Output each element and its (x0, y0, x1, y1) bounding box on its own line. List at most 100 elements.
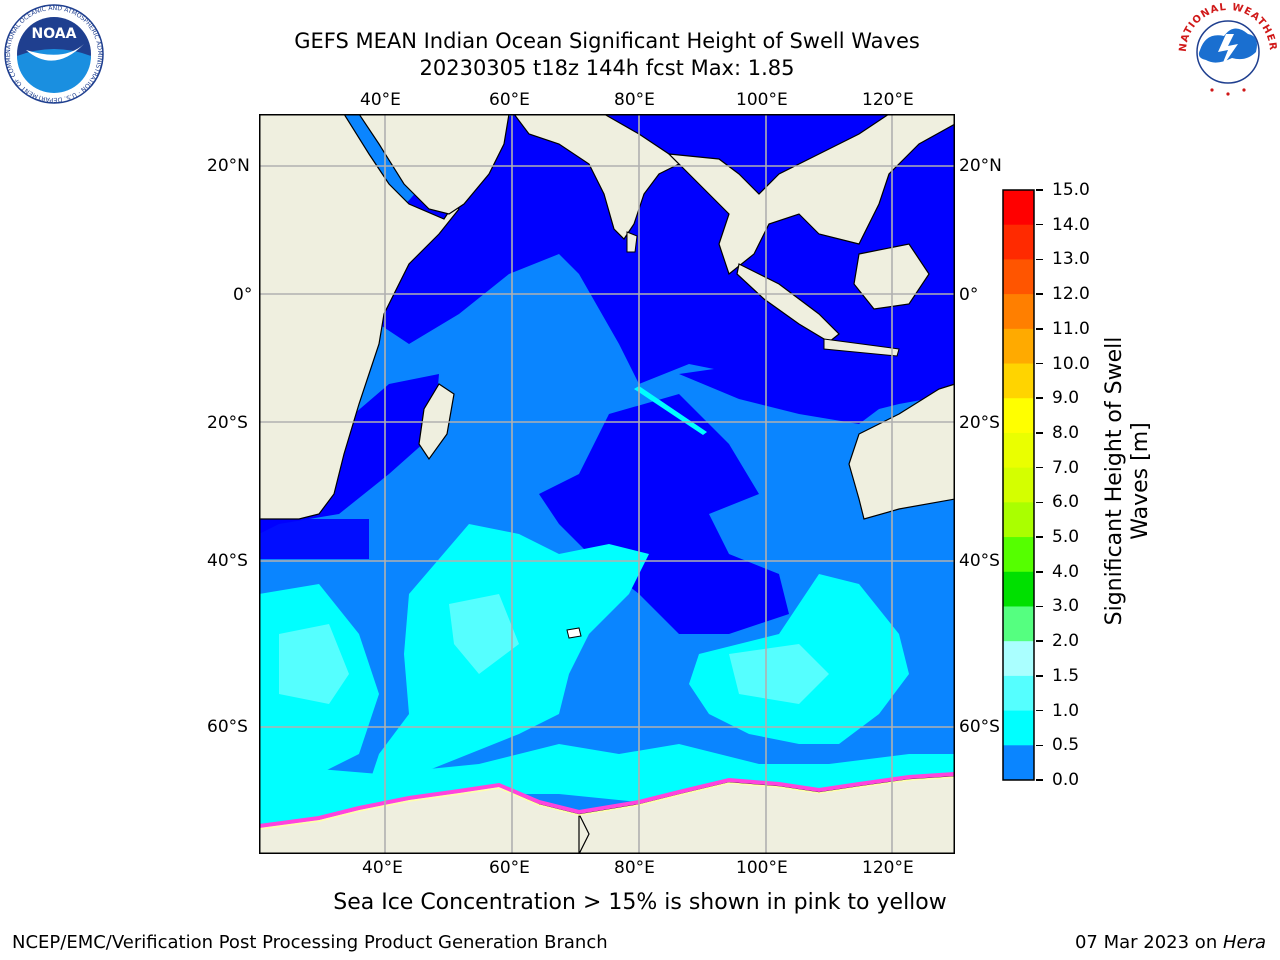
lat-tick-left-0: 0° (233, 285, 253, 305)
colorbar-swatch (1003, 294, 1034, 330)
colorbar-swatch (1003, 502, 1034, 538)
pale-swell-patch-east (729, 644, 829, 704)
colorbar-tick-label: 12.0 (1052, 284, 1090, 305)
colorbar-tick-label: 3.0 (1052, 596, 1080, 617)
colorbar-tick-mark (1036, 397, 1043, 399)
colorbar-swatch (1003, 224, 1034, 260)
colorbar-label-line2: Waves [m] (1128, 422, 1153, 540)
lon-tick-bottom-100e: 100°E (736, 858, 788, 878)
colorbar-tick-label: 7.0 (1052, 457, 1080, 478)
land-java (823, 338, 900, 357)
footer-date-text: 07 Mar 2023 on (1074, 932, 1223, 953)
colorbar-swatch (1003, 571, 1034, 607)
lon-tick-top-100e: 100°E (736, 90, 788, 110)
colorbar-tick-mark (1036, 675, 1043, 677)
colorbar-tick-label: 4.0 (1052, 561, 1080, 582)
land-southeast-asia (667, 114, 954, 276)
colorbar-tick-mark (1036, 328, 1043, 330)
nws-logo: NATIONAL WEATHER SERVICE (1176, 0, 1277, 99)
map-frame (259, 114, 955, 854)
land-sri-lanka (626, 231, 638, 253)
deep-swell-region-central (539, 394, 789, 634)
colorbar-swatch (1003, 259, 1034, 295)
colorbar-tick-label: 11.0 (1052, 318, 1090, 339)
colorbar-tick-label: 0.0 (1052, 770, 1080, 790)
colorbar-tick-mark (1036, 744, 1043, 747)
sea-ice-note: Sea Ice Concentration > 15% is shown in … (333, 890, 947, 915)
colorbar-swatch (1003, 328, 1034, 365)
swell-height-map (259, 114, 955, 854)
noaa-logo: NATIONAL OCEANIC AND ATMOSPHERIC ADMINIS… (4, 4, 104, 104)
lon-tick-top-40e: 40°E (360, 90, 401, 110)
colorbar-tick-mark (1036, 501, 1043, 504)
pale-swell-patch-west (279, 624, 349, 704)
lon-tick-top-60e: 60°E (489, 90, 530, 110)
footer-host: Hera (1222, 932, 1266, 953)
lat-tick-left-20s: 20°S (207, 413, 248, 433)
footer-date: 07 Mar 2023 on Hera (1075, 932, 1266, 954)
sea-ice-edge-highlight (259, 776, 954, 830)
colorbar-swatch (1003, 745, 1034, 781)
pale-swell-patch-central (449, 594, 519, 674)
colorbar-tick-mark (1036, 640, 1043, 642)
lon-tick-top-80e: 80°E (614, 90, 655, 110)
colorbar-tick-label: 5.0 (1052, 527, 1080, 548)
colorbar-swatch (1003, 606, 1034, 642)
colorbar-tick-label: 13.0 (1052, 249, 1090, 270)
colorbar-tick-label: 1.0 (1052, 700, 1080, 721)
colorbar-tick-mark (1036, 432, 1043, 434)
colorbar-swatch (1003, 398, 1034, 434)
colorbar-tick-mark (1036, 223, 1043, 226)
colorbar-tick-mark (1036, 362, 1043, 365)
lon-tick-bottom-120e: 120°E (862, 858, 914, 878)
colorbar-tick-mark (1036, 466, 1043, 469)
land-arabian-peninsula (358, 114, 510, 215)
colorbar-tick-label: 9.0 (1052, 388, 1080, 409)
colorbar-tick-label: 0.5 (1052, 735, 1080, 756)
colorbar (1002, 189, 1035, 781)
colorbar-tick-label: 6.0 (1052, 492, 1080, 513)
colorbar-tick-mark (1036, 258, 1043, 261)
colorbar-swatch (1003, 537, 1034, 573)
light-swell-region-far-south (259, 744, 954, 824)
colorbar-swatch (1003, 190, 1034, 226)
lat-tick-right-60s: 60°S (959, 717, 1000, 737)
colorbar-tick-mark (1036, 571, 1043, 573)
colorbar-swatch (1003, 641, 1034, 677)
colorbar-tick-label: 1.5 (1052, 665, 1080, 686)
lat-tick-right-20s: 20°S (959, 413, 1000, 433)
land-africa-arabia (259, 114, 460, 520)
noaa-logo-text: NOAA (32, 26, 77, 42)
colorbar-tick-label: 2.0 (1052, 631, 1080, 652)
colorbar-swatch (1003, 363, 1034, 399)
colorbar-tick-mark (1036, 779, 1043, 781)
chart-subtitle: 20230305 t18z 144h fcst Max: 1.85 (419, 56, 795, 80)
light-swell-region-south-central (369, 524, 649, 784)
colorbar-swatch (1003, 467, 1034, 503)
lat-tick-right-20n: 20°N (959, 156, 1002, 176)
land-australia (848, 383, 954, 520)
colorbar-tick-label: 8.0 (1052, 422, 1080, 443)
colorbar-swatch (1003, 710, 1034, 746)
deep-swell-region-east (679, 354, 899, 424)
lat-tick-right-40s: 40°S (959, 551, 1000, 571)
lat-tick-left-60s: 60°S (207, 717, 248, 737)
colorbar-swatch (1003, 432, 1034, 469)
footer-credit: NCEP/EMC/Verification Post Processing Pr… (12, 932, 608, 953)
colorbar-tick-mark (1036, 709, 1043, 712)
lon-tick-bottom-60e: 60°E (489, 858, 530, 878)
colorbar-tick-mark (1036, 189, 1043, 191)
colorbar-tick-mark (1036, 536, 1043, 538)
chart-title: GEFS MEAN Indian Ocean Significant Heigh… (294, 29, 920, 53)
land-kerguelen (566, 627, 582, 639)
colorbar-tick-mark (1036, 605, 1043, 608)
colorbar-swatch (1003, 675, 1034, 712)
colorbar-tick-label: 15.0 (1052, 180, 1090, 200)
land-india (513, 114, 681, 240)
colorbar-label-line1: Significant Height of Swell (1102, 336, 1127, 626)
lon-tick-bottom-80e: 80°E (614, 858, 655, 878)
colorbar-tick-label: 10.0 (1052, 353, 1090, 374)
lat-tick-right-0: 0° (959, 285, 979, 305)
map-graticule (259, 114, 954, 853)
sea-ice-edge (259, 772, 954, 828)
